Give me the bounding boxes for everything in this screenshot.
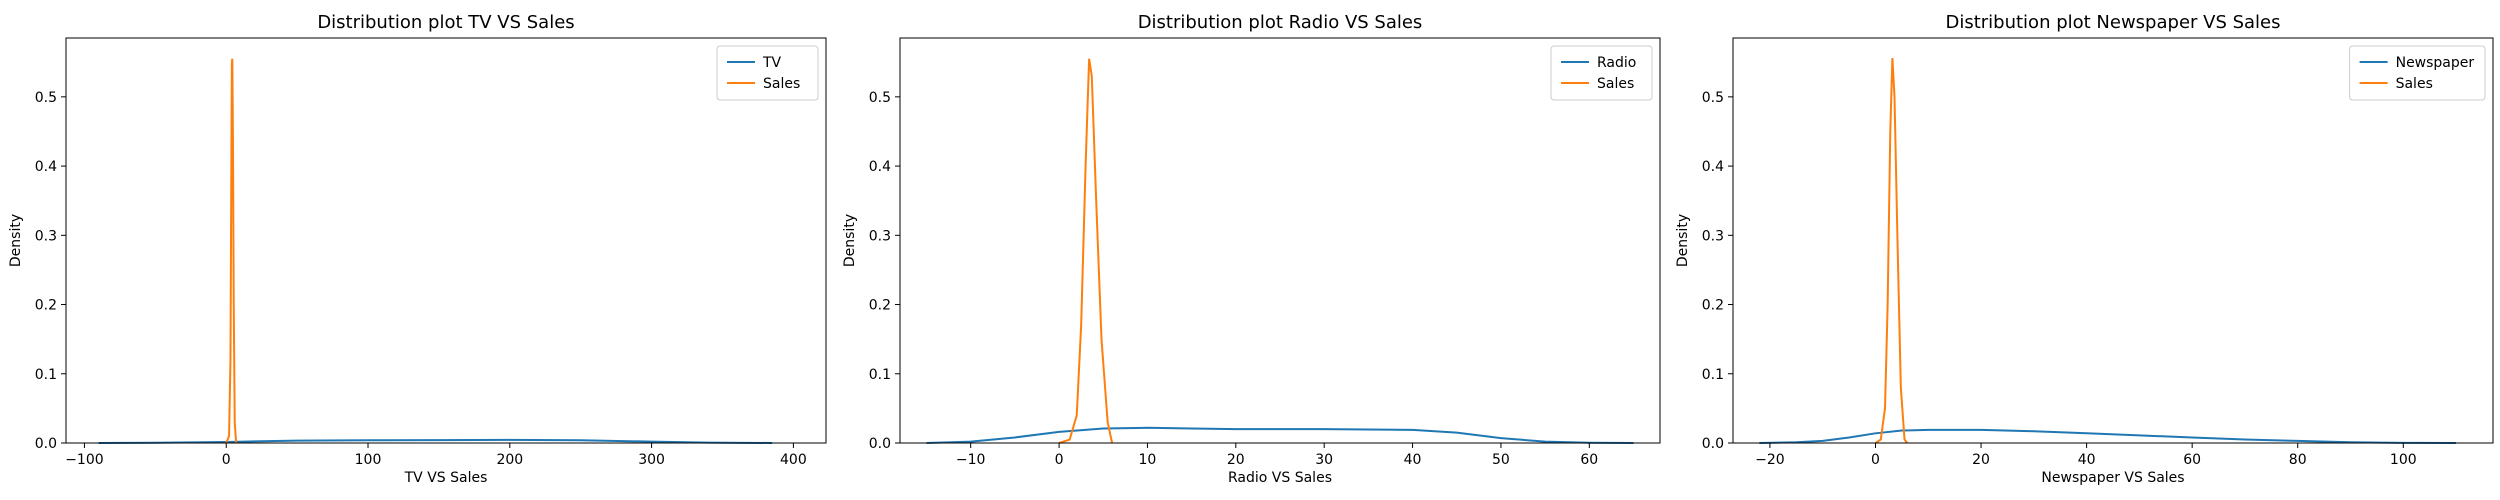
x-tick-label: 0 — [222, 452, 231, 468]
y-tick-label: 0.3 — [869, 228, 891, 244]
y-tick-label: 0.2 — [869, 298, 891, 314]
y-axis-label: Density — [1675, 214, 1691, 267]
chart-title: Distribution plot TV VS Sales — [317, 12, 574, 33]
x-tick-label: 10 — [1139, 452, 1157, 468]
x-tick-label: 20 — [1972, 452, 1990, 468]
y-tick-label: 0.4 — [1702, 159, 1724, 175]
x-tick-label: 60 — [1580, 452, 1598, 468]
x-tick-label: −20 — [1755, 452, 1785, 468]
x-axis-label: Radio VS Sales — [1228, 470, 1332, 486]
x-tick-label: 0 — [1871, 452, 1880, 468]
x-tick-label: −10 — [956, 452, 986, 468]
x-tick-label: −100 — [65, 452, 103, 468]
y-tick-label: 0.1 — [869, 367, 891, 383]
x-tick-label: 0 — [1055, 452, 1064, 468]
y-tick-label: 0.5 — [1702, 90, 1724, 106]
x-tick-label: 80 — [2289, 452, 2307, 468]
x-tick-label: 20 — [1227, 452, 1245, 468]
x-tick-label: 30 — [1315, 452, 1333, 468]
y-tick-label: 0.1 — [35, 367, 57, 383]
legend-label-sales: Sales — [1597, 76, 1634, 92]
legend: Radio Sales — [1550, 45, 1653, 101]
legend-label-sales: Sales — [2396, 76, 2433, 92]
series-line-tv — [98, 438, 773, 444]
legend-label-radio: Radio — [1597, 55, 1636, 71]
axes-frame — [65, 37, 827, 444]
x-tick-label: 40 — [1404, 452, 1422, 468]
series-line-sales — [225, 58, 238, 444]
legend-label-sales: Sales — [763, 76, 800, 92]
series-line-newspaper — [1759, 428, 2457, 444]
x-tick-label: 100 — [2390, 452, 2417, 468]
legend-box — [2349, 45, 2486, 101]
legend-box — [1550, 45, 1653, 101]
y-tick-label: 0.2 — [1702, 298, 1724, 314]
y-tick-label: 0.4 — [35, 159, 57, 175]
x-axis-label: TV VS Sales — [404, 470, 488, 486]
legend-label-newspaper: Newspaper — [2396, 55, 2475, 71]
y-tick-label: 0.0 — [869, 436, 891, 452]
y-tick-label: 0.5 — [35, 90, 57, 106]
y-tick-label: 0.0 — [1702, 436, 1724, 452]
x-tick-label: 200 — [496, 452, 523, 468]
x-tick-label: 100 — [355, 452, 382, 468]
chart-title: Distribution plot Radio VS Sales — [1138, 12, 1423, 33]
series-line-radio — [926, 426, 1634, 444]
axes-frame — [899, 37, 1661, 444]
x-tick-label: 50 — [1492, 452, 1510, 468]
y-axis-label: Density — [842, 214, 858, 267]
chart-title: Distribution plot Newspaper VS Sales — [1945, 12, 2280, 33]
legend-label-tv: TV — [762, 55, 782, 71]
series-line-sales — [1874, 58, 1908, 444]
chart-panel-3: −20 0 20 40 60 80 100 0.0 0.1 0.2 0.3 0.4 0.5 Distrib… — [1675, 12, 2494, 486]
legend-box — [716, 45, 819, 101]
x-axis-label: Newspaper VS Sales — [2041, 470, 2184, 486]
y-tick-label: 0.3 — [1702, 228, 1724, 244]
chart-panel-1: −100 0 100 200 300 400 0.0 0.1 0.2 0.3 0.4 0.5 Distr… — [8, 12, 827, 486]
y-tick-label: 0.4 — [869, 159, 891, 175]
y-tick-label: 0.1 — [1702, 367, 1724, 383]
y-tick-label: 0.5 — [869, 90, 891, 106]
y-tick-label: 0.0 — [35, 436, 57, 452]
axes-frame — [1732, 37, 2494, 444]
series-line-sales — [1058, 58, 1114, 444]
x-tick-label: 60 — [2183, 452, 2201, 468]
x-tick-label: 400 — [780, 452, 807, 468]
x-tick-label: 40 — [2078, 452, 2096, 468]
y-axis-label: Density — [8, 214, 24, 267]
x-tick-label: 300 — [638, 452, 665, 468]
y-tick-label: 0.2 — [35, 298, 57, 314]
legend: Newspaper Sales — [2349, 45, 2486, 101]
y-tick-label: 0.3 — [35, 228, 57, 244]
legend: TV Sales — [716, 45, 819, 101]
chart-panel-2: −10 0 10 20 30 40 50 60 0.0 0.1 0.2 0.3 0.4 0.5 Distri… — [842, 12, 1661, 486]
